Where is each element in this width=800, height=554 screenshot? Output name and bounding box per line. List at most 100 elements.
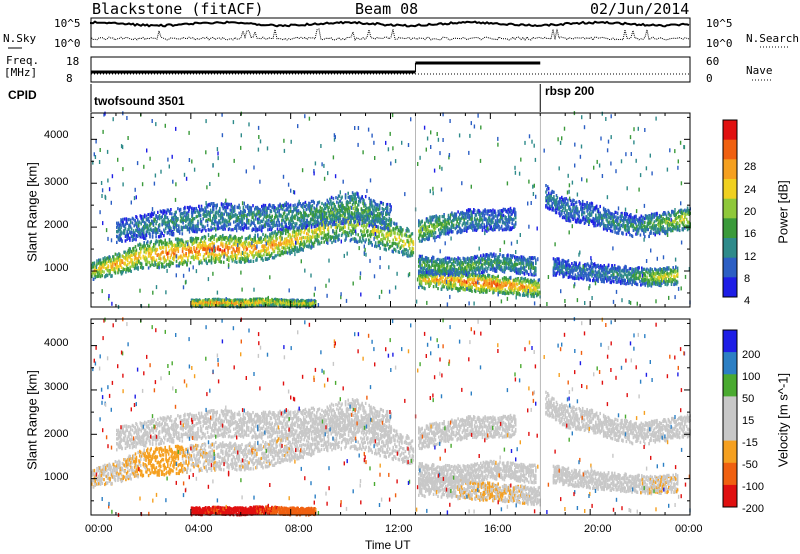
power-cell xyxy=(148,266,150,269)
power-heatmap-cells xyxy=(91,111,691,309)
power-cell xyxy=(160,257,162,260)
power-cell xyxy=(304,217,306,220)
power-cell xyxy=(500,260,502,263)
power-cell xyxy=(302,236,304,239)
power-cell xyxy=(274,240,276,243)
power-cell xyxy=(333,214,335,217)
power-cell xyxy=(270,204,272,207)
power-cell xyxy=(443,285,445,288)
power-cell xyxy=(192,251,194,254)
power-cell xyxy=(129,266,131,269)
power-cell xyxy=(93,278,95,281)
power-cell xyxy=(119,253,121,256)
power-cell xyxy=(233,258,235,261)
power-cell xyxy=(229,203,231,206)
power-cell xyxy=(261,249,263,252)
power-cell xyxy=(347,201,349,204)
power-cell xyxy=(100,275,102,278)
power-cell xyxy=(264,211,266,214)
power-cell xyxy=(123,268,125,271)
power-cell xyxy=(234,253,236,256)
power-cell xyxy=(133,238,135,241)
power-cell xyxy=(196,215,198,218)
power-cell xyxy=(428,264,430,267)
power-cell xyxy=(287,246,289,249)
power-cell xyxy=(461,278,463,281)
power-cell xyxy=(125,227,127,230)
power-cell xyxy=(300,215,302,218)
power-cell xyxy=(344,226,346,229)
power-cell xyxy=(295,232,297,235)
power-cell xyxy=(158,243,160,246)
power-cell xyxy=(354,215,356,218)
power-cell xyxy=(211,221,213,224)
power-cell xyxy=(143,231,145,234)
power-cell xyxy=(290,206,292,209)
power-cell xyxy=(502,269,504,272)
power-cell xyxy=(277,224,279,227)
power-cell xyxy=(377,226,379,229)
power-cell xyxy=(337,209,339,212)
power-cell xyxy=(387,236,389,239)
power-cell xyxy=(328,230,330,233)
power-cell xyxy=(121,266,123,269)
power-cell xyxy=(204,253,206,256)
power-cell xyxy=(264,250,266,253)
power-cell xyxy=(373,219,375,222)
power-cell xyxy=(159,224,161,227)
power-cell xyxy=(216,216,218,219)
power-cell xyxy=(364,224,366,227)
power-cell xyxy=(328,236,330,239)
power-cell xyxy=(122,259,124,262)
power-cell xyxy=(493,253,495,256)
power-cell xyxy=(380,242,382,245)
power-cell xyxy=(126,217,128,220)
power-cell xyxy=(116,241,118,244)
power-cell xyxy=(385,221,387,224)
power-cell xyxy=(331,241,333,244)
power-cell xyxy=(209,214,211,217)
power-cell xyxy=(307,205,309,208)
power-cell xyxy=(283,227,285,230)
power-cell xyxy=(277,215,279,218)
power-cell xyxy=(140,257,142,260)
power-cell xyxy=(266,219,268,222)
power-cell xyxy=(260,209,262,212)
power-cell xyxy=(267,228,269,231)
power-cell xyxy=(173,218,175,221)
power-cell xyxy=(340,209,342,212)
power-cell xyxy=(306,208,308,211)
power-cell xyxy=(184,254,186,257)
power-cell xyxy=(177,218,179,221)
power-cell xyxy=(143,250,145,253)
power-cell xyxy=(252,204,254,207)
power-cell xyxy=(158,266,160,269)
power-cell xyxy=(165,246,167,249)
power-cell xyxy=(239,247,241,250)
power-cell xyxy=(448,274,450,277)
power-cell xyxy=(256,240,258,243)
power-cell xyxy=(497,275,499,278)
power-cell xyxy=(248,260,250,263)
power-cell xyxy=(340,217,342,220)
power-cell xyxy=(504,288,506,291)
power-cell xyxy=(405,243,407,246)
power-cell xyxy=(274,206,276,209)
power-cell xyxy=(102,274,104,277)
power-cell xyxy=(321,237,323,240)
power-cell xyxy=(387,206,389,209)
power-cell xyxy=(232,251,234,254)
power-cell xyxy=(482,278,484,281)
power-cell xyxy=(364,229,366,232)
power-cell xyxy=(357,233,359,236)
power-cell xyxy=(248,254,250,257)
power-cell xyxy=(226,213,228,216)
power-cell xyxy=(365,238,367,241)
power-cell xyxy=(359,222,361,225)
power-cell xyxy=(368,224,370,227)
power-cell xyxy=(102,270,104,273)
power-cell xyxy=(216,203,218,206)
power-cell xyxy=(361,208,363,211)
power-cell xyxy=(305,236,307,239)
power-cell xyxy=(152,249,154,252)
